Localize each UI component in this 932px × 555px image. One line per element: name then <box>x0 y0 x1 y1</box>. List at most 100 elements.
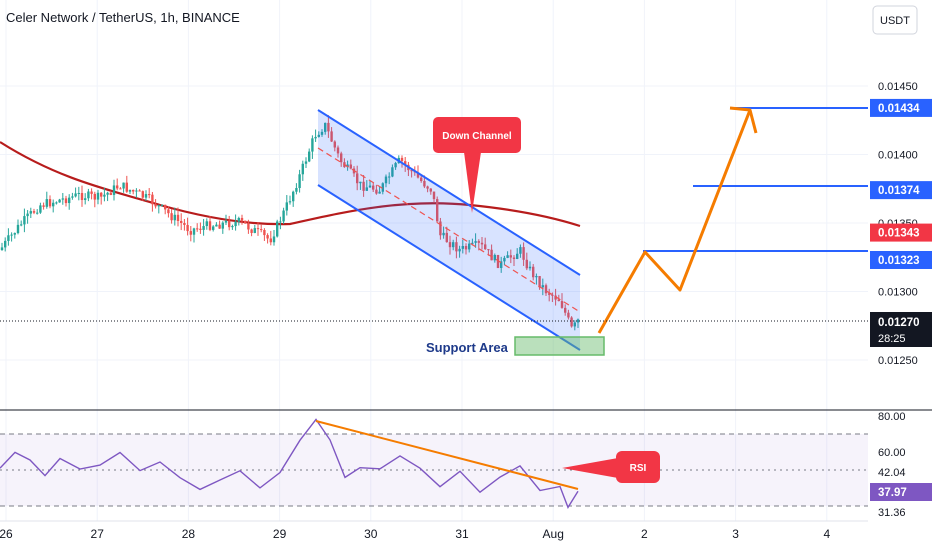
candle-body <box>279 221 282 223</box>
candle-body <box>148 194 151 196</box>
time-tick-label: Aug <box>543 527 564 541</box>
candle-body <box>493 254 496 261</box>
candle-body <box>26 213 29 217</box>
candle-body <box>74 193 77 197</box>
candle-body <box>45 199 48 207</box>
candle-body <box>256 228 260 230</box>
candle-body <box>564 307 567 313</box>
candle-body <box>576 319 580 323</box>
rsi-value-tag: 37.97 <box>870 483 932 501</box>
candle-body <box>240 217 244 221</box>
candle-body <box>247 223 250 230</box>
candle-body <box>39 205 42 213</box>
candle-body <box>506 255 509 258</box>
candle-body <box>362 181 365 191</box>
channel-upper-line[interactable] <box>317 109 581 276</box>
candle-body <box>164 204 167 210</box>
candle-body <box>400 157 404 162</box>
candle-body <box>90 191 93 194</box>
candle-body <box>221 222 224 229</box>
candle-body <box>442 232 445 236</box>
candle-body <box>426 186 429 189</box>
candle-body <box>314 136 317 139</box>
candle-body <box>560 301 564 308</box>
candle-body <box>208 221 212 230</box>
projection-path[interactable] <box>597 109 752 334</box>
candle-body <box>528 266 532 269</box>
rsi-trendline[interactable] <box>315 420 579 490</box>
price-tick-label: 0.01250 <box>878 355 918 367</box>
price-tick-label: 0.01400 <box>878 150 918 162</box>
time-tick-label: 4 <box>823 527 830 541</box>
candle-body <box>551 294 554 296</box>
candle-body <box>263 230 266 236</box>
candle-body <box>336 147 340 154</box>
down-channel-callout[interactable]: Down Channel <box>433 117 521 213</box>
candle-body <box>196 228 199 230</box>
candle-body <box>356 173 359 184</box>
rsi-callout[interactable]: RSI <box>562 451 660 483</box>
candle-body <box>516 253 519 259</box>
price-level-value: 0.01434 <box>878 103 920 115</box>
candle-body <box>436 199 439 222</box>
candle-body <box>0 247 4 250</box>
candle-body <box>276 221 279 237</box>
candle-body <box>541 285 544 288</box>
candle-body <box>215 224 218 227</box>
channel-lower-line[interactable] <box>317 184 581 351</box>
rsi-callout-label: RSI <box>630 463 647 474</box>
candle-body <box>253 228 256 233</box>
time-axis[interactable]: 26 27 28 29 30 31 Aug 2 3 4 <box>0 527 830 541</box>
time-tick-label: 3 <box>732 527 739 541</box>
chart-title: Celer Network / TetherUS, 1h, BINANCE <box>6 10 240 25</box>
candle-body <box>288 201 292 203</box>
candle-body <box>119 188 122 190</box>
candle-body <box>311 138 314 152</box>
candle-body <box>77 193 80 195</box>
candle-body <box>512 257 516 259</box>
support-area-label: Support Area <box>426 340 509 355</box>
candle-body <box>48 199 52 207</box>
candle-body <box>378 191 381 194</box>
price-level-tag: 0.01323 <box>870 250 932 269</box>
candle-body <box>20 224 23 226</box>
candle-body <box>4 240 7 248</box>
candle-body <box>52 202 55 207</box>
time-tick-label: 28 <box>182 527 196 541</box>
candle-body <box>141 191 144 198</box>
candle-body <box>522 247 525 260</box>
candle-body <box>519 247 522 254</box>
currency-button[interactable]: USDT <box>872 5 918 35</box>
candle-body <box>330 131 333 142</box>
candle-body <box>224 220 228 223</box>
candle-body <box>570 317 573 327</box>
candle-body <box>388 176 391 178</box>
candle-body <box>404 161 407 165</box>
candle-body <box>68 197 71 204</box>
price-level-tag: 0.01434 <box>870 98 932 117</box>
rsi-axis[interactable]: 80.00 60.00 42.04 31.36 <box>878 411 906 519</box>
candle-body <box>10 234 13 236</box>
candle-body <box>298 174 301 189</box>
candle-body <box>157 205 160 207</box>
candle-body <box>167 209 170 214</box>
rsi-tick-label: 80.00 <box>878 411 906 423</box>
candle-body <box>455 242 458 252</box>
candle-body <box>420 177 423 181</box>
candle-body <box>384 176 388 184</box>
candle-body <box>116 185 119 189</box>
price-tick-label: 0.01450 <box>878 81 918 93</box>
candle-body <box>125 182 128 192</box>
candle-body <box>122 182 125 189</box>
candle-body <box>176 214 180 221</box>
candle-body <box>269 238 272 243</box>
time-tick-label: 2 <box>641 527 648 541</box>
support-area-zone[interactable] <box>514 336 605 356</box>
candle-body <box>500 261 503 268</box>
candle-body <box>474 241 477 243</box>
candle-body <box>292 191 295 202</box>
rsi-tick-label: 42.04 <box>878 467 906 479</box>
down-channel-label: Down Channel <box>442 131 512 142</box>
candle-body <box>327 122 330 132</box>
candle-body <box>42 205 45 207</box>
